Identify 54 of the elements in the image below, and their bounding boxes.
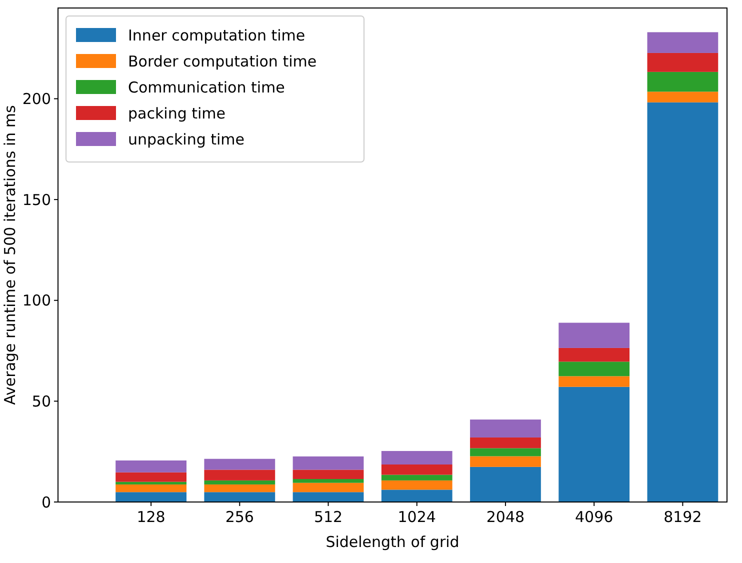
bar <box>292 482 364 492</box>
x-tick-label: 1024 <box>398 508 436 526</box>
bar <box>292 456 364 470</box>
bar <box>647 52 718 72</box>
bar <box>292 492 364 502</box>
bar <box>647 92 718 102</box>
bar <box>204 470 276 480</box>
legend-label: packing time <box>128 104 226 122</box>
y-tick-label: 150 <box>22 190 51 209</box>
bar <box>470 448 541 456</box>
y-tick-label: 50 <box>32 392 51 410</box>
x-axis-title: Sidelength of grid <box>326 533 460 551</box>
legend-label: unpacking time <box>128 130 245 148</box>
bar <box>292 479 364 483</box>
x-tick-label: 256 <box>225 508 254 526</box>
bar <box>381 490 452 502</box>
bar <box>204 480 276 484</box>
bar <box>470 420 541 438</box>
bar <box>116 484 186 492</box>
bar <box>558 322 630 348</box>
y-tick-label: 100 <box>22 292 51 310</box>
bar <box>116 492 186 502</box>
bar <box>558 386 630 502</box>
bar <box>204 492 276 502</box>
bar <box>558 362 630 376</box>
y-tick-label: 200 <box>22 90 51 108</box>
bar <box>116 460 186 472</box>
bar <box>470 437 541 448</box>
x-tick-label: 4096 <box>574 508 614 526</box>
bar <box>204 484 276 492</box>
bar <box>381 450 452 464</box>
legend-label: Communication time <box>128 78 285 96</box>
x-tick-label: 512 <box>314 508 343 526</box>
bar <box>381 464 452 475</box>
bar <box>292 470 364 480</box>
bar <box>381 480 452 490</box>
legend-label: Inner computation time <box>128 26 306 44</box>
x-tick-label: 128 <box>136 508 166 526</box>
legend-label: Border computation time <box>128 52 317 70</box>
bar <box>558 376 630 387</box>
bar <box>558 348 630 362</box>
bar <box>647 102 718 502</box>
bar <box>116 472 186 482</box>
x-tick-label: 8192 <box>664 508 702 526</box>
bar <box>116 482 186 484</box>
bar <box>204 458 276 470</box>
x-tick-label: 2048 <box>486 508 525 526</box>
bar <box>470 456 541 467</box>
y-axis-title: Average runtime of 500 iterations in ms <box>1 104 19 405</box>
bar <box>647 72 718 92</box>
bar <box>647 32 718 53</box>
bar <box>470 466 541 502</box>
y-tick-label: 0 <box>41 493 51 512</box>
bar <box>381 474 452 480</box>
